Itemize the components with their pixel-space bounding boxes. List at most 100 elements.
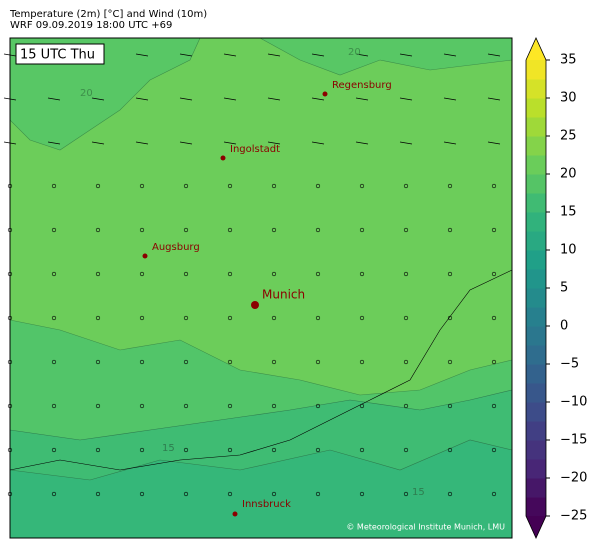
station	[227, 359, 233, 365]
station	[95, 227, 101, 233]
colorbar-band	[526, 136, 546, 156]
colorbar-band	[526, 345, 546, 365]
colorbar-tick-label: 5	[560, 281, 568, 296]
contour-label: 15	[412, 487, 425, 498]
colorbar-band	[526, 478, 546, 498]
wind-barb	[179, 53, 193, 57]
station	[139, 403, 145, 409]
station	[491, 183, 497, 189]
station	[271, 403, 277, 409]
border	[9, 269, 513, 471]
station	[183, 183, 189, 189]
station	[51, 359, 57, 365]
colorbar-band	[526, 269, 546, 289]
station	[183, 227, 189, 233]
wind-barb	[355, 97, 369, 101]
station	[491, 447, 497, 453]
station	[447, 403, 453, 409]
station	[403, 315, 409, 321]
station	[491, 403, 497, 409]
station	[95, 491, 101, 497]
city-dot	[251, 301, 259, 309]
station	[403, 227, 409, 233]
colorbar-band	[526, 250, 546, 270]
station	[51, 447, 57, 453]
wind-barb	[487, 141, 501, 145]
wind-barb	[267, 97, 281, 101]
city-label: Augsburg	[152, 242, 200, 253]
station	[315, 359, 321, 365]
station	[183, 271, 189, 277]
station	[315, 227, 321, 233]
station	[183, 403, 189, 409]
colorbar-extend	[526, 516, 546, 538]
station	[139, 315, 145, 321]
station	[491, 359, 497, 365]
title: Temperature (2m) [°C] and Wind (10m)	[9, 9, 207, 20]
station	[227, 183, 233, 189]
colorbar-tick-label: 25	[560, 129, 577, 144]
contour-label: 20	[80, 88, 93, 99]
station	[491, 271, 497, 277]
colorbar-band	[526, 497, 546, 517]
region-cool	[9, 37, 201, 151]
wind-barb	[443, 97, 457, 101]
station	[51, 403, 57, 409]
station	[315, 447, 321, 453]
wind-barb	[47, 141, 61, 145]
station	[139, 183, 145, 189]
colorbar-band	[526, 231, 546, 251]
colorbar-band	[526, 174, 546, 194]
station	[271, 227, 277, 233]
colorbar-tick-label: 30	[560, 91, 577, 106]
station	[227, 403, 233, 409]
time-box	[15, 43, 105, 65]
station	[447, 491, 453, 497]
contour-label: 15	[162, 443, 175, 454]
station	[315, 491, 321, 497]
wind-barb	[179, 141, 193, 145]
colorbar-band	[526, 402, 546, 422]
station	[51, 315, 57, 321]
city-label: Regensburg	[332, 80, 392, 91]
colorbar-tick-label: 35	[560, 53, 577, 68]
wind-barb	[399, 141, 413, 145]
city-label: Ingolstadt	[230, 144, 280, 155]
station	[227, 227, 233, 233]
station	[359, 227, 365, 233]
colorbar-band	[526, 60, 546, 80]
station	[271, 359, 277, 365]
station	[447, 315, 453, 321]
colorbar-band	[526, 326, 546, 346]
colorbar-tick-label: −10	[560, 395, 587, 410]
colorbar-band	[526, 364, 546, 384]
station	[95, 183, 101, 189]
station	[315, 315, 321, 321]
station	[51, 183, 57, 189]
colorbar-band	[526, 79, 546, 99]
colorbar-tick-label: −20	[560, 471, 587, 486]
colorbar-band	[526, 98, 546, 118]
map-frame	[9, 37, 513, 539]
city-dot	[322, 91, 328, 97]
wind-barb	[443, 53, 457, 57]
wind-barb	[91, 97, 105, 101]
station	[95, 359, 101, 365]
wind-barb	[267, 141, 281, 145]
station	[403, 491, 409, 497]
station	[95, 403, 101, 409]
station	[315, 271, 321, 277]
station	[271, 491, 277, 497]
wind-barb	[355, 53, 369, 57]
station	[403, 271, 409, 277]
station	[447, 183, 453, 189]
station	[359, 447, 365, 453]
station	[227, 315, 233, 321]
wind-barb	[487, 53, 501, 57]
station	[183, 315, 189, 321]
wind-barb	[267, 53, 281, 57]
station	[403, 359, 409, 365]
wind-barb	[223, 53, 237, 57]
station	[183, 491, 189, 497]
